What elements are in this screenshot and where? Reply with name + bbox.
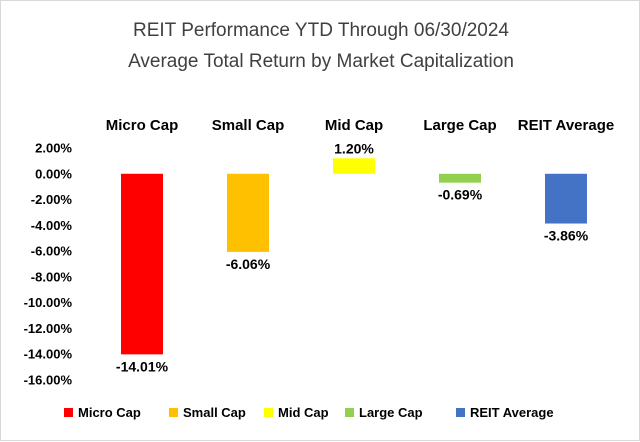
legend-label: Mid Cap (278, 405, 329, 420)
bar-mid-cap (333, 158, 375, 174)
bar-large-cap (439, 173, 481, 183)
bar-reit-average (545, 173, 587, 224)
bar-micro-cap (121, 173, 163, 355)
bar-small-cap (227, 173, 269, 252)
y-tick-label: -14.00% (24, 347, 73, 362)
data-label: -6.06% (226, 256, 271, 272)
data-label: 1.20% (334, 140, 374, 156)
y-tick-label: -16.00% (24, 373, 73, 388)
legend-label: Micro Cap (78, 405, 141, 420)
category-label: Small Cap (212, 117, 285, 134)
y-tick-label: -10.00% (24, 295, 73, 310)
legend-swatch (345, 408, 354, 417)
data-label: -0.69% (438, 187, 483, 203)
legend-item-large-cap: Large Cap (345, 405, 423, 420)
y-tick-label: 2.00% (35, 141, 72, 156)
data-label: -14.01% (116, 358, 169, 374)
y-tick-label: -4.00% (31, 218, 73, 233)
data-label: -3.86% (544, 228, 589, 244)
y-tick-label: 0.00% (35, 166, 72, 181)
legend-label: Small Cap (183, 405, 246, 420)
y-tick-label: -8.00% (31, 269, 73, 284)
category-label: Large Cap (423, 117, 496, 134)
legend-label: Large Cap (359, 405, 423, 420)
legend-swatch (169, 408, 178, 417)
y-tick-label: -12.00% (24, 321, 73, 336)
y-tick-label: -2.00% (31, 192, 73, 207)
y-tick-label: -6.00% (31, 244, 73, 259)
legend-label: REIT Average (470, 405, 554, 420)
legend-item-micro-cap: Micro Cap (64, 405, 141, 420)
category-label: Mid Cap (325, 117, 383, 134)
category-label: Micro Cap (106, 117, 179, 134)
legend-item-reit-average: REIT Average (456, 405, 554, 420)
legend-swatch (456, 408, 465, 417)
category-label: REIT Average (518, 117, 614, 134)
chart-title: REIT Performance YTD Through 06/30/2024 (133, 20, 509, 41)
legend-swatch (264, 408, 273, 417)
chart-subtitle: Average Total Return by Market Capitaliz… (128, 51, 514, 72)
legend-item-mid-cap: Mid Cap (264, 405, 329, 420)
legend-swatch (64, 408, 73, 417)
legend-item-small-cap: Small Cap (169, 405, 246, 420)
